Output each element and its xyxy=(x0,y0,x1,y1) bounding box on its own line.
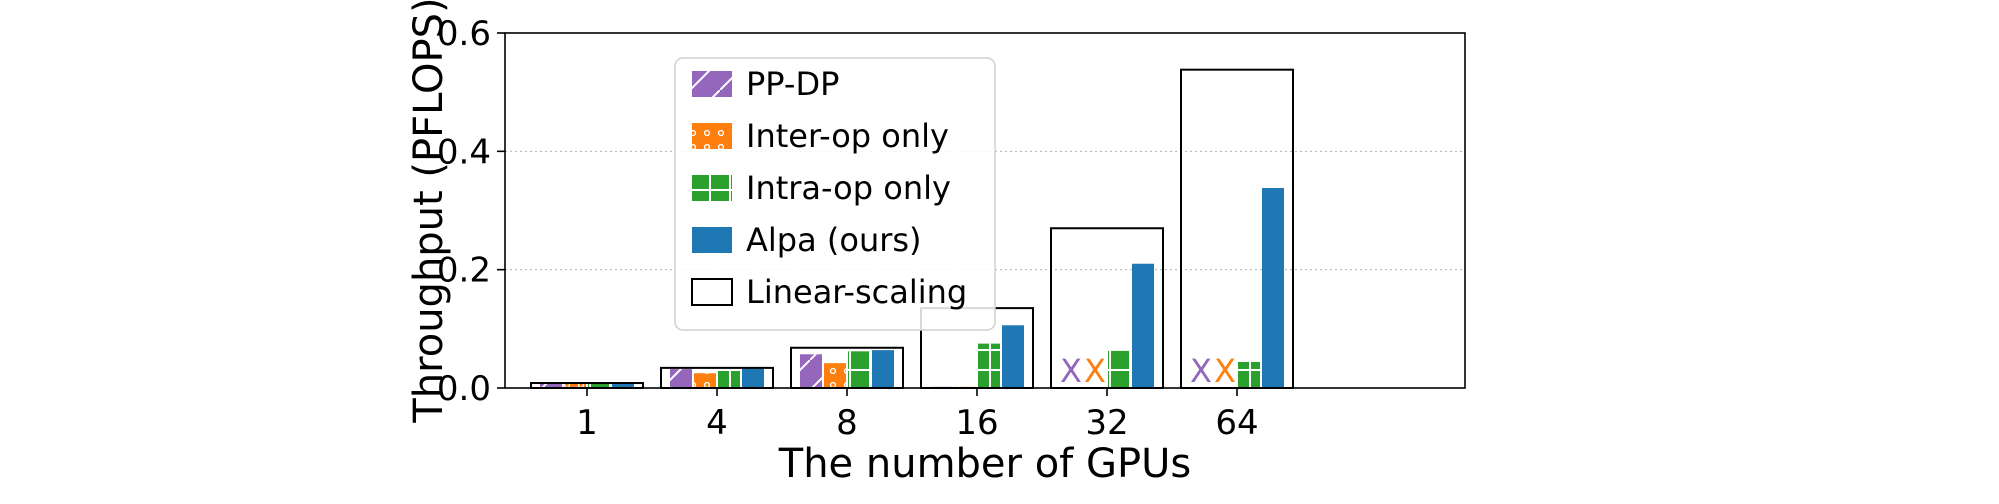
x-tick-label: 16 xyxy=(955,403,998,443)
legend: PP-DP Inter-op only Intra-op only Alpa (our… xyxy=(674,57,996,331)
legend-label-alpa-ours-: Alpa (ours) xyxy=(746,221,922,259)
bar-inter-op-only-4-hatch xyxy=(694,373,716,388)
x-axis-ticks: 1 4 8 16 32 64 xyxy=(576,388,1259,443)
bar-intra-op-only-8-hatch xyxy=(848,351,870,388)
failed-marker-pp-dp: X xyxy=(1060,352,1082,390)
bar-intra-op-only-64-hatch xyxy=(1238,361,1260,388)
bar-alpa-ours--16 xyxy=(1002,325,1024,388)
legend-swatch-hatch-pp-dp xyxy=(692,71,732,97)
x-tick-label: 8 xyxy=(836,403,858,443)
y-axis-label: Throughput (PFLOPS) xyxy=(406,0,452,424)
bar-alpa-ours--32 xyxy=(1132,263,1154,388)
axes-frame xyxy=(504,32,1466,389)
y-tick-label: 0.0 xyxy=(437,369,491,409)
failure-markers: X XX X xyxy=(1060,352,1236,390)
y-tick-label: 0.2 xyxy=(437,251,491,291)
x-tick-label: 4 xyxy=(706,403,728,443)
bar-intra-op-only-32-hatch xyxy=(1108,350,1130,388)
failed-marker-inter-op-only: X xyxy=(1214,352,1236,390)
bar-intra-op-only-16-hatch xyxy=(978,343,1000,388)
bar-pp-dp-4-hatch xyxy=(670,369,692,388)
x-tick-label: 32 xyxy=(1085,403,1128,443)
x-tick-label: 1 xyxy=(576,403,598,443)
failed-marker-inter-op-only: X xyxy=(1084,352,1106,390)
bar-inter-op-only-1-hatch xyxy=(564,383,586,388)
bar-intra-op-only-4-hatch xyxy=(718,369,740,388)
legend-label-linear-scaling: Linear-scaling xyxy=(746,273,967,311)
legend-swatch-alpa-ours- xyxy=(692,227,732,253)
bar-inter-op-only-8-hatch xyxy=(824,363,846,388)
y-axis-ticks: 0.0 0.2 0.4 0.6 xyxy=(437,14,505,409)
bar-pp-dp-8-hatch xyxy=(800,354,822,388)
failed-marker-pp-dp: X xyxy=(1190,352,1212,390)
bars xyxy=(540,188,1284,388)
legend-swatch-hatch-inter-op-only xyxy=(692,123,732,149)
legend-box xyxy=(674,57,996,331)
legend-label-intra-op-only: Intra-op only xyxy=(746,169,951,207)
bar-pp-dp-1-hatch xyxy=(540,383,562,388)
bar-intra-op-only-1-hatch xyxy=(588,383,610,388)
legend-label-inter-op-only: Inter-op only xyxy=(746,117,949,155)
x-tick-label: 64 xyxy=(1215,403,1258,443)
bar-alpa-ours--4 xyxy=(742,368,764,388)
bar-alpa-ours--64 xyxy=(1262,188,1284,388)
x-axis-label: The number of GPUs xyxy=(778,441,1191,487)
bar-alpa-ours--1 xyxy=(612,383,634,388)
bar-alpa-ours--8 xyxy=(872,350,894,388)
legend-swatch-linear-scaling xyxy=(691,278,733,306)
legend-label-pp-dp: PP-DP xyxy=(746,65,839,103)
y-tick-label: 0.4 xyxy=(437,132,491,172)
y-tick-label: 0.6 xyxy=(437,14,491,54)
legend-swatch-hatch-intra-op-only xyxy=(692,175,732,201)
